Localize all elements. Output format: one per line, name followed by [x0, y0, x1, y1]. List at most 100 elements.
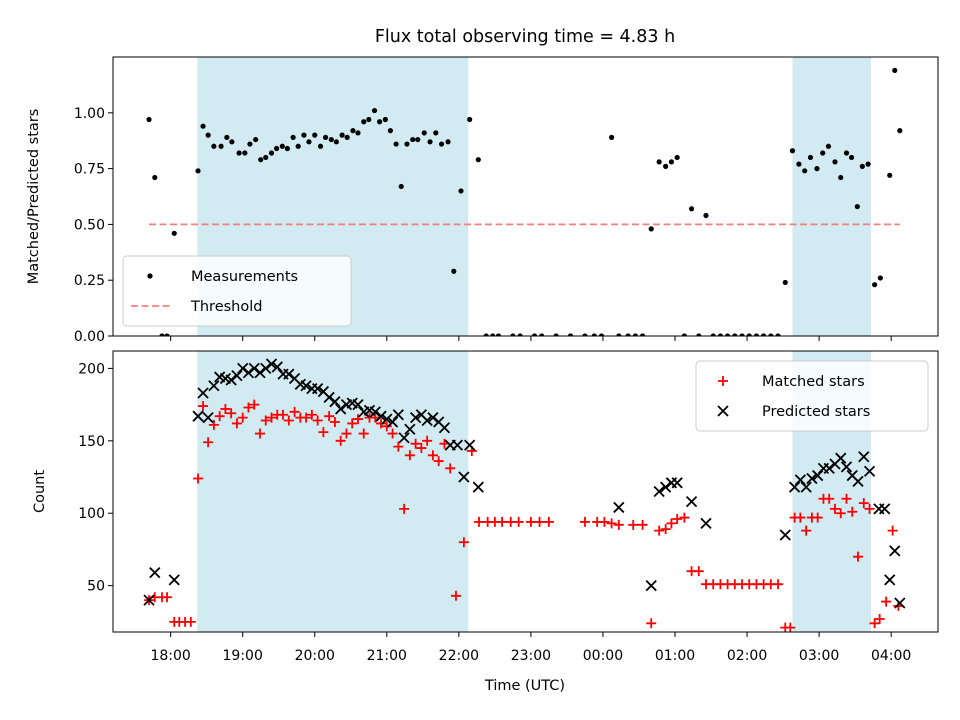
data-point: [202, 411, 214, 424]
data-point: [717, 333, 724, 336]
data-point: [306, 139, 312, 145]
data-point: [823, 462, 835, 474]
data-point: [214, 411, 225, 422]
data-point: [399, 503, 410, 514]
data-point: [324, 411, 335, 422]
series-matched-stars: [144, 399, 904, 632]
data-point: [355, 130, 361, 136]
data-point: [335, 403, 347, 415]
data-point: [203, 437, 214, 448]
data-point: [746, 333, 752, 336]
data-point: [534, 516, 545, 527]
data-point: [427, 450, 438, 461]
data-point: [164, 333, 170, 336]
legend-label: Threshold: [190, 299, 262, 315]
data-point: [152, 174, 158, 181]
data-point: [525, 516, 536, 527]
series-measurements: [146, 67, 903, 336]
data-point: [409, 411, 422, 424]
data-point: [185, 616, 196, 627]
data-point: [279, 143, 285, 149]
data-point: [858, 498, 869, 509]
data-point: [366, 116, 372, 123]
data-point: [854, 203, 860, 210]
data-point: [352, 398, 364, 411]
data-point: [159, 333, 165, 336]
data-point: [852, 475, 864, 487]
data-point: [887, 172, 893, 178]
data-point: [835, 508, 846, 519]
data-point: [350, 128, 356, 134]
data-point: [445, 463, 456, 474]
data-point: [625, 333, 631, 336]
data-point: [344, 134, 350, 140]
data-point: [168, 574, 180, 586]
data-point: [613, 519, 624, 530]
shaded-interval: [197, 351, 469, 632]
x-axis-label: Time (UTC): [484, 678, 565, 694]
data-point: [897, 128, 903, 134]
data-point: [192, 410, 204, 422]
data-point: [812, 512, 823, 523]
data-point: [703, 212, 709, 219]
data-point: [467, 116, 473, 123]
series-predicted-stars: [143, 358, 906, 609]
data-point: [674, 154, 680, 161]
data-point: [768, 333, 774, 336]
data-point: [598, 333, 605, 336]
data-point: [858, 451, 870, 463]
data-point: [393, 441, 404, 452]
data-point: [171, 230, 177, 236]
data-point: [871, 282, 878, 288]
data-point: [628, 519, 639, 530]
data-point: [322, 134, 329, 140]
data-point: [795, 512, 806, 523]
data-point: [301, 412, 312, 423]
data-point: [794, 474, 807, 486]
data-point: [894, 597, 906, 609]
data-point: [458, 537, 469, 548]
data-point: [814, 166, 820, 172]
data-point: [660, 481, 672, 493]
data-point: [472, 481, 484, 493]
data-point: [801, 525, 812, 536]
data-point: [328, 136, 334, 143]
shaded-interval: [792, 57, 871, 336]
data-point: [306, 409, 317, 420]
data-point: [874, 613, 885, 624]
data-point: [732, 333, 738, 336]
data-point: [483, 333, 489, 336]
data-point: [671, 477, 683, 489]
data-point: [539, 333, 545, 336]
y-tick-label: 0.75: [74, 162, 105, 178]
data-point: [663, 163, 669, 169]
x-tick-label: 23:00: [511, 648, 551, 664]
y-axis-label: Count: [32, 470, 48, 513]
data-point: [696, 333, 702, 336]
data-point: [824, 493, 835, 504]
data-point: [253, 136, 259, 143]
data-point: [195, 168, 201, 174]
data-point: [739, 333, 745, 336]
data-point: [392, 409, 404, 421]
legend-marker: [718, 376, 728, 386]
data-point: [289, 406, 300, 417]
y-tick-label: 100: [78, 506, 105, 522]
data-point: [318, 427, 329, 438]
data-point: [433, 130, 439, 136]
data-point: [725, 333, 731, 336]
data-point: [263, 154, 269, 161]
data-point: [404, 141, 410, 147]
data-point: [458, 471, 470, 483]
data-point: [422, 435, 433, 446]
data-point: [376, 418, 387, 429]
x-tick-label: 19:00: [223, 648, 263, 664]
data-point: [646, 618, 657, 629]
data-point: [242, 367, 255, 379]
data-point: [599, 516, 610, 527]
data-point: [495, 333, 502, 336]
data-point: [433, 456, 444, 467]
data-point: [438, 141, 445, 147]
data-point: [271, 361, 283, 373]
